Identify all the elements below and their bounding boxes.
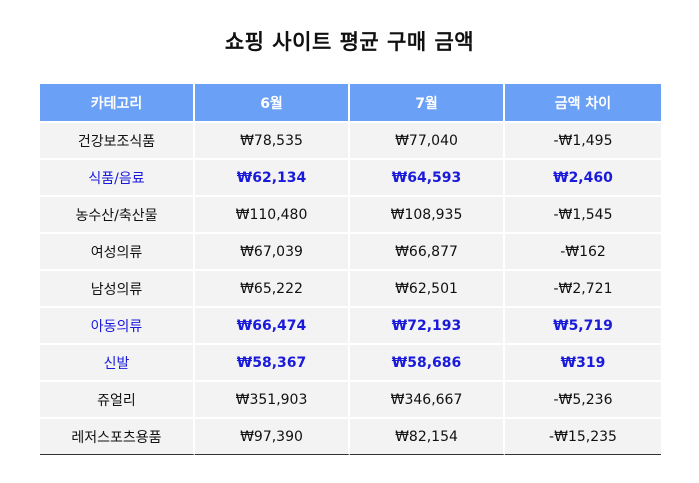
difference-cell: -₩1,495 — [505, 121, 661, 158]
june-value-cell: ₩351,903 — [195, 380, 350, 417]
category-cell: 여성의류 — [40, 232, 195, 269]
difference-cell: -₩1,545 — [505, 195, 661, 232]
column-header-category: 카테고리 — [40, 84, 195, 121]
table-row: 남성의류 ₩65,222 ₩62,501 -₩2,721 — [40, 269, 661, 306]
table-row: 레저스포츠용품 ₩97,390 ₩82,154 -₩15,235 — [40, 417, 661, 455]
table-row: 건강보조식품 ₩78,535 ₩77,040 -₩1,495 — [40, 121, 661, 158]
difference-cell: -₩15,235 — [505, 417, 661, 455]
table-row: 쥬얼리 ₩351,903 ₩346,667 -₩5,236 — [40, 380, 661, 417]
table-row: 농수산/축산물 ₩110,480 ₩108,935 -₩1,545 — [40, 195, 661, 232]
july-value-cell: ₩346,667 — [350, 380, 505, 417]
category-cell: 건강보조식품 — [40, 121, 195, 158]
june-value-cell: ₩110,480 — [195, 195, 350, 232]
column-header-june: 6월 — [195, 84, 350, 121]
table-row: 식품/음료 ₩62,134 ₩64,593 ₩2,460 — [40, 158, 661, 195]
purchase-amount-table: 카테고리 6월 7월 금액 차이 건강보조식품 ₩78,535 ₩77,040 -₩1… — [40, 84, 661, 455]
table-row: 아동의류 ₩66,474 ₩72,193 ₩5,719 — [40, 306, 661, 343]
category-cell: 신발 — [40, 343, 195, 380]
difference-cell: ₩5,719 — [505, 306, 661, 343]
table-row: 여성의류 ₩67,039 ₩66,877 -₩162 — [40, 232, 661, 269]
difference-cell: -₩5,236 — [505, 380, 661, 417]
category-cell: 식품/음료 — [40, 158, 195, 195]
june-value-cell: ₩58,367 — [195, 343, 350, 380]
category-cell: 아동의류 — [40, 306, 195, 343]
june-value-cell: ₩62,134 — [195, 158, 350, 195]
table-body: 건강보조식품 ₩78,535 ₩77,040 -₩1,495 식품/음료 ₩62,134 ₩… — [40, 121, 661, 455]
difference-cell: ₩319 — [505, 343, 661, 380]
july-value-cell: ₩62,501 — [350, 269, 505, 306]
difference-cell: -₩162 — [505, 232, 661, 269]
july-value-cell: ₩66,877 — [350, 232, 505, 269]
june-value-cell: ₩67,039 — [195, 232, 350, 269]
july-value-cell: ₩108,935 — [350, 195, 505, 232]
category-cell: 남성의류 — [40, 269, 195, 306]
category-cell: 레저스포츠용품 — [40, 417, 195, 455]
difference-cell: -₩2,721 — [505, 269, 661, 306]
table-row: 신발 ₩58,367 ₩58,686 ₩319 — [40, 343, 661, 380]
header-row: 카테고리 6월 7월 금액 차이 — [40, 84, 661, 121]
june-value-cell: ₩97,390 — [195, 417, 350, 455]
july-value-cell: ₩82,154 — [350, 417, 505, 455]
category-cell: 농수산/축산물 — [40, 195, 195, 232]
column-header-difference: 금액 차이 — [505, 84, 661, 121]
chart-title: 쇼핑 사이트 평균 구매 금액 — [224, 30, 475, 54]
july-value-cell: ₩58,686 — [350, 343, 505, 380]
column-header-july: 7월 — [350, 84, 505, 121]
difference-cell: ₩2,460 — [505, 158, 661, 195]
july-value-cell: ₩64,593 — [350, 158, 505, 195]
june-value-cell: ₩78,535 — [195, 121, 350, 158]
category-cell: 쥬얼리 — [40, 380, 195, 417]
june-value-cell: ₩65,222 — [195, 269, 350, 306]
june-value-cell: ₩66,474 — [195, 306, 350, 343]
july-value-cell: ₩77,040 — [350, 121, 505, 158]
july-value-cell: ₩72,193 — [350, 306, 505, 343]
